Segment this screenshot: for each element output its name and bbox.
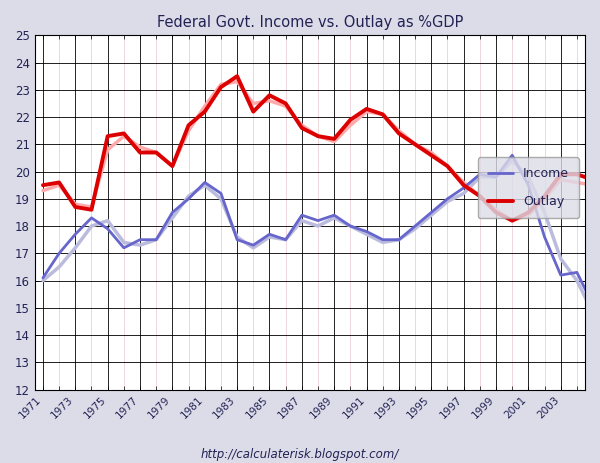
Outlay [40,182,47,188]
Income [185,196,192,201]
Income [152,237,160,243]
Income [493,174,500,180]
Income [250,242,257,248]
Income [557,272,565,278]
Outlay [266,93,273,98]
Outlay [217,84,224,90]
Outlay [169,163,176,169]
Income [460,185,467,191]
Income [282,237,289,243]
Income [56,250,63,256]
Outlay [88,207,95,213]
Income [379,237,386,243]
Title: Federal Govt. Income vs. Outlay as %GDP: Federal Govt. Income vs. Outlay as %GDP [157,15,463,30]
Income [298,213,305,218]
Income [347,223,354,229]
Outlay [56,180,63,185]
Outlay [250,109,257,114]
Income [541,234,548,240]
Income [120,245,127,250]
Text: http://calculaterisk.blogspot.com/: http://calculaterisk.blogspot.com/ [201,448,399,461]
Outlay [314,133,322,139]
Income [40,275,47,281]
Outlay [509,218,516,223]
Outlay [541,194,548,199]
Income [72,232,79,237]
Outlay [444,163,451,169]
Income [589,302,596,308]
Income [104,226,111,232]
Outlay [152,150,160,155]
Income [233,237,241,243]
Outlay [136,150,143,155]
Income [266,232,273,237]
Income [476,171,484,177]
Outlay [331,136,338,142]
Outlay [460,182,467,188]
Outlay [347,117,354,123]
Income [412,223,419,229]
Outlay [428,152,435,158]
Outlay [525,210,532,215]
Outlay [363,106,370,112]
Income [88,215,95,221]
Income [395,237,403,243]
Income [331,213,338,218]
Income [444,196,451,201]
Income [363,229,370,234]
Outlay [298,125,305,131]
Outlay [233,74,241,79]
Income [217,191,224,196]
Outlay [120,131,127,136]
Line: Outlay: Outlay [43,76,593,220]
Outlay [574,171,581,177]
Income [428,210,435,215]
Outlay [557,171,565,177]
Income [314,218,322,223]
Outlay [412,142,419,147]
Income [509,152,516,158]
Outlay [72,204,79,210]
Outlay [185,123,192,128]
Income [169,210,176,215]
Outlay [104,133,111,139]
Income [201,180,208,185]
Income [525,182,532,188]
Outlay [395,131,403,136]
Outlay [379,112,386,117]
Outlay [493,210,500,215]
Income [136,237,143,243]
Income [574,269,581,275]
Outlay [589,177,596,182]
Outlay [282,100,289,106]
Legend: Income, Outlay: Income, Outlay [478,157,579,218]
Outlay [201,109,208,114]
Outlay [476,194,484,199]
Line: Income: Income [43,155,593,305]
